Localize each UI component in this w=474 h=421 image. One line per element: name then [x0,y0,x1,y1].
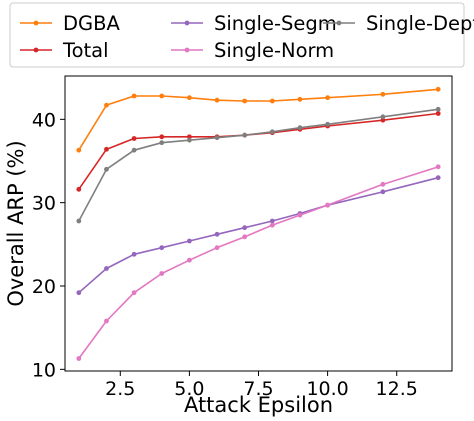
legend-label: Single-Norm [214,39,334,62]
data-point-single-segm [214,231,220,237]
data-point-total [435,111,441,116]
x-tick-label: 2.5 [105,378,135,400]
legend-swatch-marker [184,20,190,26]
data-point-single-segm [242,225,248,231]
series-line-single-dept [78,108,439,222]
data-point-dgba [76,147,82,153]
y-tick-label: 10 [32,359,56,381]
data-point-single-norm [159,271,165,276]
legend-entry-single-segm: Single-Segm [171,12,337,35]
data-point-dgba [297,96,303,102]
legend-label: DGBA [63,12,121,35]
data-point-total [104,146,109,152]
data-point-single-norm [186,257,192,263]
data-point-single-dept [104,166,109,172]
data-point-single-norm [325,202,331,208]
data-point-single-dept [380,114,386,120]
data-point-single-dept [186,137,192,143]
data-point-single-segm [269,218,275,224]
data-point-single-norm [242,234,248,240]
data-point-dgba [269,98,275,104]
data-point-single-norm [435,164,441,170]
data-point-single-segm [104,266,109,271]
plot-area [64,75,453,372]
series-single-norm [76,164,441,361]
data-point-total [159,134,165,140]
legend-entry-total: Total [20,39,109,62]
x-tick-label: 12.5 [376,378,418,400]
data-point-single-dept [76,218,82,224]
legend-label: Total [62,39,109,62]
x-axis-ticks: 2.5 5.0 7.5 10.0 12.5 [105,371,418,400]
data-point-dgba [325,95,331,101]
data-point-single-segm [380,189,386,195]
y-tick-label: 30 [32,193,56,215]
data-point-dgba [159,93,165,99]
y-axis-title: Overall ARP (%) [4,140,28,306]
series-single-dept [76,106,441,224]
data-point-single-dept [159,140,165,146]
data-point-single-segm [159,245,165,251]
data-point-single-norm [214,245,220,251]
legend-swatch-marker [33,47,39,53]
data-point-dgba [131,93,137,99]
data-point-single-norm [297,212,303,218]
x-tick-label: 5.0 [174,378,204,400]
data-point-dgba [214,97,220,103]
data-point-total [380,117,386,123]
plot-frame [64,75,453,372]
legend-swatch-marker [33,20,39,26]
data-point-total [131,136,137,141]
legend-entry-dgba: DGBA [20,12,121,35]
data-point-dgba [435,86,441,92]
y-axis-ticks: 10 20 30 40 [32,109,65,381]
data-point-single-norm [76,356,82,361]
legend-label: Single-Segm [214,12,337,35]
data-point-single-dept [214,135,220,141]
data-point-dgba [242,98,248,104]
series-line-single-norm [78,166,439,359]
series-line-single-segm [78,176,439,294]
data-point-single-dept [269,129,275,135]
legend-label: Single-Dept [366,12,474,35]
series-dgba [76,86,441,153]
x-tick-label: 10.0 [306,378,348,400]
series-group [76,86,441,361]
legend-entry-single-norm: Single-Norm [171,39,334,62]
data-point-single-norm [104,318,109,324]
data-point-single-dept [242,132,248,138]
data-point-dgba [380,91,386,97]
series-single-segm [76,175,441,296]
data-point-single-dept [325,121,331,127]
legend-frame [9,2,465,68]
y-tick-label: 40 [32,109,56,131]
legend-entry-single-dept: Single-Dept [323,12,474,35]
data-point-dgba [104,102,109,108]
legend-entries: DGBA Total Single-Segm Single-Norm Single-De… [20,12,474,62]
data-point-single-norm [380,181,386,187]
legend-swatch-marker [184,47,190,53]
x-tick-label: 7.5 [243,378,273,400]
data-point-single-segm [186,238,192,244]
data-point-total [76,186,82,192]
data-point-single-segm [76,290,82,296]
data-point-single-segm [131,251,137,257]
series-line-dgba [78,88,439,151]
data-point-total [186,134,192,140]
legend: DGBA Total Single-Segm Single-Norm Single-De… [9,2,474,68]
data-point-single-dept [297,125,303,131]
legend-swatch-marker [336,20,342,26]
y-tick-label: 20 [32,276,56,298]
data-point-single-norm [131,290,137,296]
data-point-dgba [186,95,192,101]
data-point-single-norm [269,222,275,228]
data-point-single-dept [131,147,137,153]
x-axis-title: Attack Epsilon [184,393,333,417]
data-point-single-segm [435,175,441,181]
data-point-single-dept [435,106,441,112]
